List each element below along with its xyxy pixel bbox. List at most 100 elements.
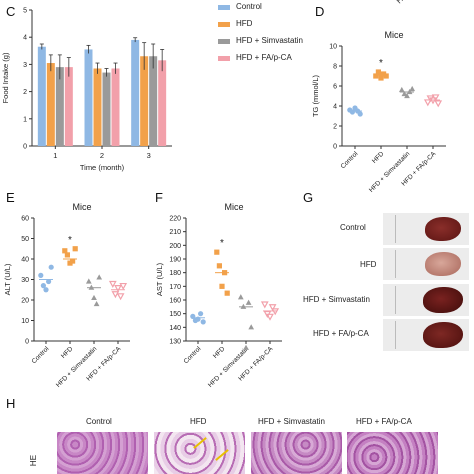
chart-e-point — [72, 246, 78, 252]
chart-c-y-tick-label: 2 — [23, 89, 27, 96]
chart-e-x-tick-label: HFD — [60, 345, 75, 360]
chart-f-y-tick-label: 210 — [169, 229, 181, 236]
chart-f-point — [240, 303, 247, 309]
histology-simvastatin — [251, 432, 342, 474]
chart-f-x-tick-label: Control — [183, 345, 203, 365]
h-label-simvastatin: HFD + Simvastatin — [258, 417, 325, 426]
g-label-fa-pca: HFD + FA/p-CA — [313, 329, 369, 338]
chart-d-point — [357, 111, 363, 117]
chart-f-y-tick-label: 220 — [169, 216, 181, 223]
chart-e-point — [40, 283, 47, 289]
chart-f-point — [216, 263, 222, 269]
chart-e-point — [108, 280, 117, 288]
ruler — [395, 286, 406, 314]
chart-e-point — [48, 264, 54, 270]
liver-image — [425, 252, 461, 276]
legend-label-hfd: HFD — [236, 19, 253, 28]
chart-f-point — [260, 301, 269, 309]
legend-swatch-fa-pca — [218, 56, 230, 61]
g-label-control: Control — [340, 223, 366, 232]
chart-f-y-tick-label: 130 — [169, 339, 181, 346]
chart-c-y-tick-label: 5 — [23, 8, 27, 15]
chart-c-bar — [37, 46, 46, 146]
legend-swatch-simvastatin — [218, 39, 230, 44]
chart-e-point — [96, 274, 103, 280]
chart-e-y-tick-label: 30 — [21, 277, 29, 284]
legend-label-simvastatin: HFD + Simvastatin — [236, 36, 303, 45]
chart-d-title: Mice — [384, 30, 403, 40]
chart-d-x-tick-label: HFD — [371, 150, 386, 165]
chart-c-bar — [140, 56, 149, 146]
chart-f-point — [200, 319, 206, 325]
chart-e-x-tick-label: HFD + Simvastatin — [55, 345, 99, 389]
h-label-fa-pca: HFD + FA/p-CA — [356, 417, 412, 426]
liver-photo-fa-pca — [383, 319, 469, 351]
chart-c-x-tick-label: 2 — [100, 151, 104, 160]
panel-label-d: D — [315, 4, 325, 19]
histology-control — [57, 432, 148, 474]
chart-e-point — [85, 278, 92, 284]
chart-e-point — [70, 258, 76, 264]
h-label-hfd: HFD — [190, 417, 207, 426]
chart-e-y-tick-label: 50 — [21, 236, 29, 243]
chart-e-x-tick-label: Control — [31, 345, 51, 365]
panel-label-e: E — [6, 190, 15, 205]
chart-d-point — [409, 85, 416, 92]
chart-e-point — [114, 285, 122, 293]
panel-label-h: H — [6, 396, 16, 411]
chart-f-y-tick-label: 190 — [169, 257, 181, 264]
chart-e-y-axis-label: ALT (U/L) — [3, 263, 12, 295]
chart-d-point — [426, 95, 435, 103]
chart-e-y-tick-label: 0 — [25, 339, 29, 346]
chart-d-point — [431, 94, 440, 102]
chart-f-y-tick-label: 140 — [169, 325, 181, 332]
liver-photo-control — [383, 213, 469, 245]
chart-c-bar — [102, 72, 111, 146]
chart-f-y-tick-label: 160 — [169, 298, 181, 305]
chart-e-point — [43, 287, 49, 293]
chart-f-y-tick-label: 180 — [169, 270, 181, 277]
chart-c-bar — [84, 49, 93, 146]
chart-d-significance-star: * — [379, 58, 383, 69]
legend-swatch-control — [218, 5, 230, 10]
chart-e-point — [91, 294, 97, 301]
chart-f-y-tick-label: 150 — [169, 311, 181, 318]
chart-d-x-tick-label: Control — [340, 150, 360, 170]
h-label-control: Control — [86, 417, 112, 426]
chart-f-point — [245, 299, 252, 305]
chart-c-y-axis-label: Food Intake (g) — [1, 52, 10, 103]
legend-item-simvastatin: HFD + Simvastatin — [218, 36, 338, 48]
chart-f-point — [268, 304, 277, 312]
chart-e-point — [38, 272, 44, 278]
ruler — [395, 250, 406, 278]
g-label-simvastatin: HFD + Simvastatin — [303, 295, 370, 304]
chart-d-y-tick-label: 2 — [333, 124, 337, 131]
chart-c-y-tick-label: 1 — [23, 116, 27, 123]
chart-e-y-tick-label: 20 — [21, 298, 29, 305]
ruler — [395, 215, 406, 243]
chart-c-bar — [55, 67, 64, 146]
chart-f-x-tick-label: HFD + Simvastatin — [207, 345, 251, 389]
chart-c-x-axis-label: Time (month) — [80, 163, 125, 172]
chart-f-point — [219, 283, 225, 289]
chart-d-point — [398, 86, 405, 93]
chart-c-y-tick-label: 0 — [23, 144, 27, 151]
legend-item-control: Control — [218, 2, 338, 14]
chart-e-title: Mice — [72, 202, 91, 212]
histology-fa-pca — [347, 432, 438, 474]
chart-d-y-tick-label: 8 — [333, 64, 337, 71]
chart-e-point — [93, 300, 100, 307]
liver-photo-hfd — [383, 248, 469, 280]
legend-swatch-hfd — [218, 22, 230, 27]
arrow-icon — [215, 449, 229, 461]
chart-d-point — [401, 90, 408, 97]
chart-c-bar — [149, 56, 158, 146]
chart-d-y-tick-label: 10 — [329, 44, 337, 51]
chart-d-point — [404, 92, 410, 99]
arrow-icon — [193, 437, 207, 449]
chart-c-bar — [131, 39, 140, 146]
chart-f-point — [214, 249, 220, 255]
panel-label-c: C — [6, 4, 16, 19]
ruler — [395, 321, 406, 349]
chart-d-point — [406, 88, 413, 95]
